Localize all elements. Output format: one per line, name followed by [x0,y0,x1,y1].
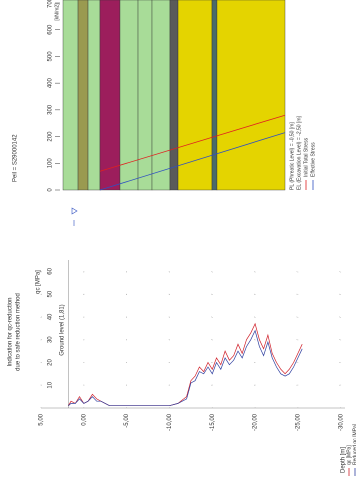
reference: Peil = S29000142 [13,134,19,182]
soil-layer [62,0,79,191]
rotated-page: Peil = S29000142 Indication for qc-reduc… [8,0,356,476]
stress-line [99,132,286,191]
legend-label: Initial Total Stress [303,137,309,177]
soil-layer [211,0,218,191]
soil-layer [169,0,179,191]
soil-layer [151,0,171,191]
legend-note: PL (Phreatic Level) = -0,50 [m] [289,122,295,190]
soil-layer [137,0,153,191]
y-axis-label: Depth [m] [341,447,347,473]
soil-layer [119,0,139,191]
y-tick-label: -5,00 [124,413,130,427]
x-tick-label: 30 [48,336,54,343]
soil-layer [99,0,121,191]
soil-layer [216,0,286,191]
y-tick-label: 0 [48,188,54,192]
pl-marker [71,207,78,226]
x-tick-label: 20 [48,358,54,365]
stress-line [99,114,286,172]
chart-title: Indication for qc-reduction [8,297,14,366]
y-tick-label: -20,00 [253,413,259,431]
x-axis-label: qc [MPa] [36,270,42,294]
y-tick-label: -30,00 [338,413,344,431]
y-tick-label: 100 [48,158,54,169]
legend-label: Reduced qc [MPa] [352,423,356,465]
y-tick-label: -10,00 [167,413,173,431]
y-tick-label: -15,00 [210,413,216,431]
y-tick-label: -25,00 [295,413,301,431]
y-tick-label: 600 [48,24,54,35]
x-tick-label: 40 [48,313,54,320]
soil-layer [77,0,89,191]
y-tick-label: 200 [48,131,54,142]
x-tick-label: 60 [48,267,54,274]
y-axis-label: [kN/m2] [54,3,60,21]
qc-line [68,322,303,407]
qc-line [68,329,303,407]
soil-layer [177,0,213,191]
x-tick-label: 10 [48,381,54,388]
y-tick-label: 400 [48,77,54,88]
chart-title: due to safe reduction method [16,293,22,371]
y-tick-label: 500 [48,51,54,62]
y-tick-label: 700 [48,0,54,8]
x-tick-label: 50 [48,290,54,297]
y-tick-label: 0,00 [81,413,87,425]
y-tick-label: 300 [48,104,54,115]
soil-layer [87,0,101,191]
legend-note: EL (Excavation Level) = -2,50 [m] [296,116,302,190]
annotation: Ground level (1,81) [60,304,66,355]
y-tick-label: 5,00 [39,413,45,425]
legend-label: Effective Stress [310,142,316,177]
legend-label: qc [MPa] [346,445,352,465]
